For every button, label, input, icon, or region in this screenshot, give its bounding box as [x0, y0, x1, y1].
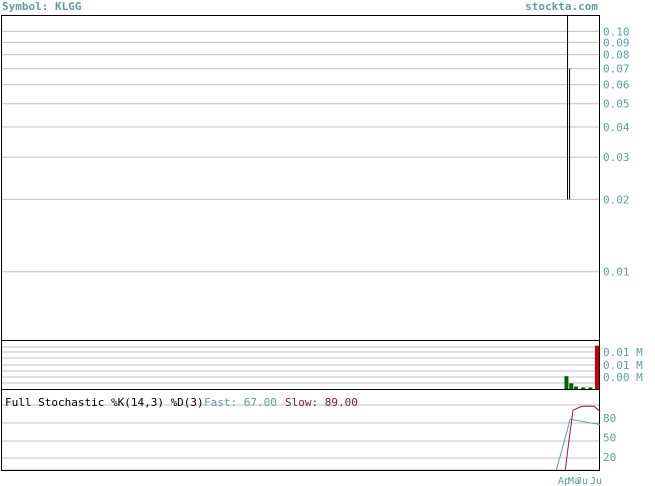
site-label: stockta.com — [525, 0, 598, 13]
stoch-tick-label: 50 — [603, 432, 616, 445]
x-axis-label: Ma — [568, 476, 580, 486]
price-tick-label: 0.05 — [603, 98, 630, 111]
volume-bar — [574, 386, 579, 389]
volume-bar — [564, 376, 569, 389]
price-tick-label: 0.10 — [603, 25, 630, 38]
volume-bar — [581, 387, 586, 389]
volume-bar — [588, 387, 593, 389]
volume-tick-label: 0.00 M — [603, 371, 643, 384]
volume-bar — [569, 383, 574, 389]
volume-tick-label: 0.01 M — [603, 359, 643, 372]
price-tick-label: 0.03 — [603, 151, 630, 164]
x-axis-label: Ju — [576, 476, 588, 486]
stoch-panel-frame — [1, 389, 600, 471]
price-tick-label: 0.07 — [603, 63, 630, 76]
symbol-label: Symbol: KLGG — [2, 0, 82, 13]
stoch-tick-label: 20 — [603, 451, 616, 464]
stoch-tick-label: 80 — [603, 412, 616, 425]
fast-label: Fast: 67.00 — [204, 396, 277, 409]
slow-d-line — [564, 405, 601, 471]
price-tick-label: 0.08 — [603, 49, 630, 62]
price-tick-label: 0.04 — [603, 121, 630, 134]
price-tick-label: 0.02 — [603, 193, 630, 206]
fast-k-line — [555, 418, 601, 471]
price-panel-frame — [1, 15, 600, 341]
price-tick-label: 0.06 — [603, 79, 630, 92]
price-tick-label: 0.01 — [603, 266, 630, 279]
slow-label: Slow: 89.00 — [285, 396, 358, 409]
x-axis-label: Ap — [558, 476, 570, 486]
stochastic-panel: 80 50 20 Full Stochastic %K(14,3) %D(3) Fast… — [1, 389, 616, 486]
x-axis-label: Ju — [590, 476, 602, 486]
volume-tick-label: 0.01 M — [603, 346, 643, 359]
price-tick-label: 0.09 — [603, 36, 630, 49]
volume-bar — [595, 345, 600, 389]
volume-panel: 0.01 M0.01 M0.00 M — [1, 340, 643, 390]
stoch-title: Full Stochastic %K(14,3) %D(3) — [5, 396, 204, 409]
price-panel: 0.100.090.080.07 0.06 0.05 0.04 0.03 0.02 0.01 — [1, 15, 630, 341]
